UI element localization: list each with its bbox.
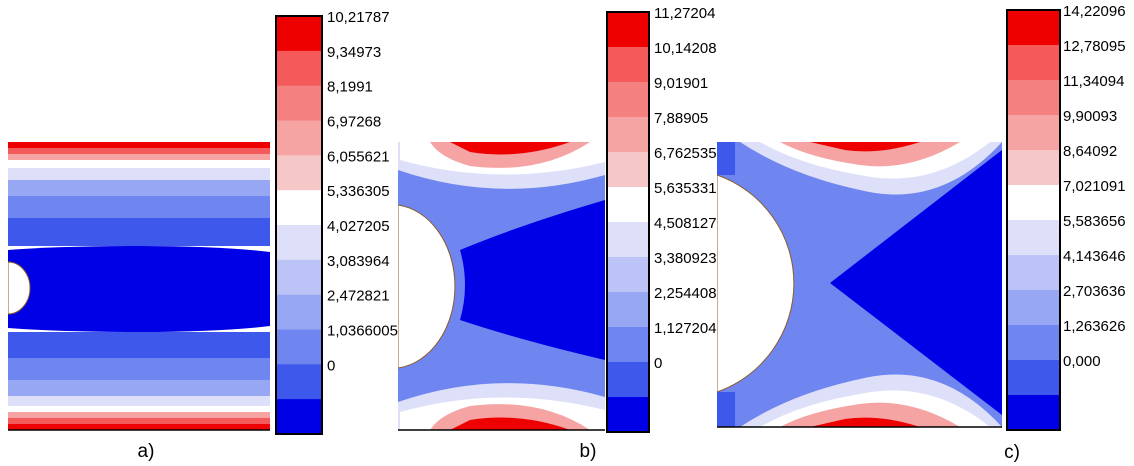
- contour-panel-a: [8, 142, 270, 431]
- colorbar-a-tick-label: 1,0366005: [327, 323, 398, 340]
- colorbar-a-segment: [276, 294, 322, 330]
- colorbar-b-tick-label: 6,762535: [654, 145, 717, 162]
- colorbar-b-segment: [607, 257, 649, 293]
- colorbar-c-segment: [1007, 185, 1060, 221]
- colorbar-a-segment: [276, 329, 322, 365]
- colorbar-c-segment: [1007, 45, 1060, 81]
- colorbar-a-segment: [276, 155, 322, 191]
- colorbar-c-segment: [1007, 255, 1060, 291]
- colorbar-c-tick-label: 7,021091: [1063, 178, 1126, 195]
- colorbar-c-tick-label: 1,263626: [1063, 318, 1126, 335]
- colorbar-c-tick-label: 0,000: [1063, 353, 1101, 370]
- colorbar-a-segment: [276, 225, 322, 261]
- colorbar-b-tick-label: 10,14208: [654, 40, 717, 57]
- colorbar-a-segment: [276, 364, 322, 400]
- colorbar-b-segment: [607, 362, 649, 398]
- colorbar-a-tick-label: 3,083964: [327, 253, 390, 270]
- colorbar-b-tick-label: 1,127204: [654, 320, 717, 337]
- colorbar-b-frame: [606, 11, 650, 433]
- colorbar-a-tick-label: 0: [327, 357, 335, 374]
- colorbar-c-segment: [1007, 290, 1060, 326]
- colorbar-b-segment: [607, 187, 649, 223]
- colorbar-c-tick-label: 9,90093: [1063, 108, 1117, 125]
- colorbar-a-segment: [276, 190, 322, 226]
- colorbar-b-tick-label: 2,254408: [654, 285, 717, 302]
- colorbar-c-segment: [1007, 150, 1060, 186]
- colorbar-c-segment: [1007, 115, 1060, 151]
- panel-label-b: b): [580, 441, 597, 462]
- colorbar-a-tick-label: 8,1991: [327, 79, 373, 96]
- colorbar-c-frame: [1006, 9, 1061, 431]
- colorbar-c-segment: [1007, 325, 1060, 361]
- colorbar-c-tick-label: 12,78095: [1063, 38, 1126, 55]
- colorbar-c-segment: [1007, 220, 1060, 256]
- colorbar-c-segment: [1007, 395, 1060, 431]
- colorbar-a-segment: [276, 120, 322, 156]
- colorbar-b-tick-label: 4,508127: [654, 215, 717, 232]
- contour-panel-c: [717, 142, 1002, 428]
- colorbars: 10,21787 9,34973 8,1991 6,97268 6,055621 5,33…: [275, 3, 1126, 435]
- colorbar-b-tick-label: 7,88905: [654, 110, 708, 127]
- colorbar-a-segment: [276, 259, 322, 296]
- colorbar-a-frame: [275, 15, 323, 435]
- colorbar-c-tick-label: 14,22096: [1063, 3, 1126, 20]
- colorbar-b-segment: [607, 222, 649, 258]
- contour-panel-b: [398, 142, 605, 431]
- colorbar-b-segment: [607, 292, 649, 328]
- colorbar-b-tick-label: 3,380923: [654, 250, 717, 267]
- colorbar-c-tick-label: 8,64092: [1063, 143, 1117, 160]
- colorbar-c-tick-label: 5,583656: [1063, 213, 1126, 230]
- colorbar-b-tick-label: 9,01901: [654, 75, 708, 92]
- colorbar-a-tick-label: 6,055621: [327, 148, 390, 165]
- colorbar-a-tick-label: 2,472821: [327, 288, 390, 305]
- panel-label-a: a): [138, 441, 155, 462]
- colorbar-a-tick-label: 6,97268: [327, 114, 381, 131]
- colorbar-b-segment: [607, 82, 649, 118]
- colorbar-c-segment: [1007, 360, 1060, 396]
- colorbar-b-segment: [607, 117, 649, 153]
- panel-label-c: c): [1004, 442, 1020, 463]
- colorbar-a-tick-label: 5,336305: [327, 183, 390, 200]
- colorbar-b-segment: [607, 152, 649, 188]
- colorbar-b-tick-label: 5,635331: [654, 180, 717, 197]
- colorbar-c-tick-label: 4,143646: [1063, 248, 1126, 265]
- colorbar-b-segment: [607, 12, 649, 48]
- colorbar-b-segment: [607, 47, 649, 83]
- colorbar-a-tick-label: 9,34973: [327, 44, 381, 61]
- colorbar-c-segment: [1007, 10, 1060, 46]
- colorbar-c-tick-label: 11,34094: [1063, 73, 1124, 90]
- colorbar-b-tick-label: 0: [654, 355, 662, 372]
- colorbar-c-tick-label: 2,703636: [1063, 283, 1126, 300]
- colorbar-b-segment: [607, 397, 649, 433]
- colorbar-a-segment: [276, 50, 322, 87]
- colorbar-b-segment: [607, 327, 649, 363]
- colorbar-a-tick-label: 10,21787: [327, 9, 390, 26]
- colorbar-a-segment: [276, 85, 322, 121]
- colorbar-a-tick-label: 4,027205: [327, 218, 390, 235]
- colorbar-a-segment: [276, 16, 322, 52]
- colorbar-a-segment: [276, 399, 322, 435]
- colorbar-b-tick-label: 11,27204: [654, 5, 715, 22]
- colorbar-c-segment: [1007, 80, 1060, 116]
